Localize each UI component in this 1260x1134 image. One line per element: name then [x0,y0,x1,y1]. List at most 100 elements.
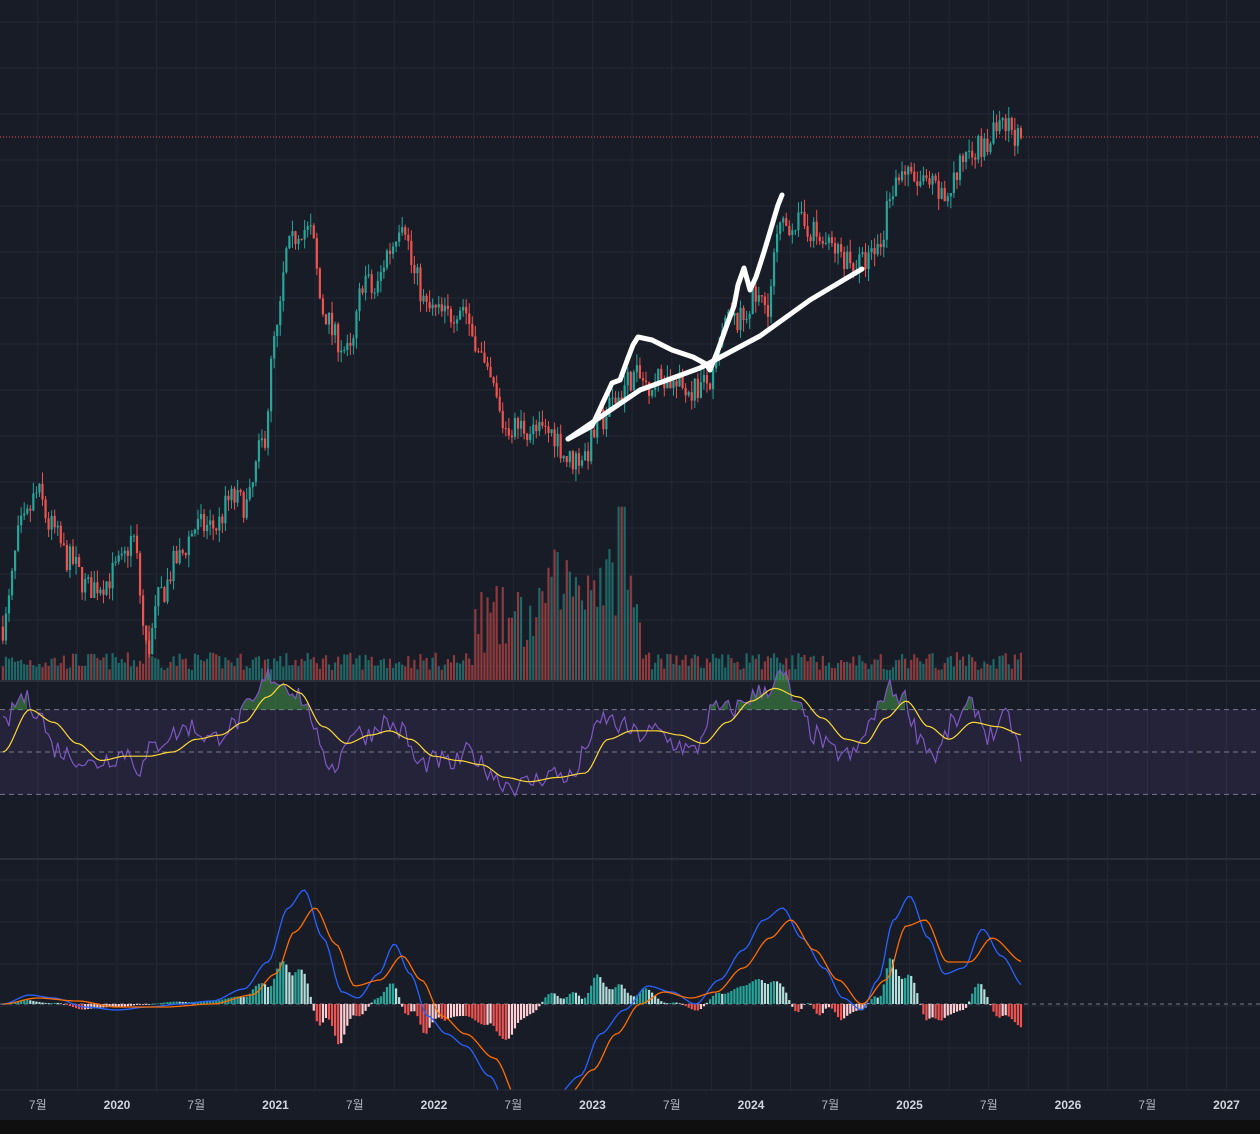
candle-body [769,286,773,317]
candle-body [84,578,87,593]
candle-body [458,310,462,320]
drawings[interactable] [565,192,865,442]
macd-hist-bar [535,1004,538,1011]
macd-hist-bar [504,1004,507,1040]
macd-hist-bar [583,997,587,1004]
candle-body [364,275,367,293]
macd-hist-bar [498,1004,501,1036]
macd-hist-bar [913,982,916,1004]
candle-body [382,267,385,272]
candle-body [300,238,303,240]
candle-body [349,342,352,346]
volume-bar [337,656,340,680]
macd-hist-bar [230,997,233,1004]
candle-body [559,433,562,459]
volume-bar [404,666,407,680]
macd-hist-bar [952,1004,955,1013]
candle-body [1010,117,1013,130]
macd-hist-bar [108,1004,111,1008]
macd-pane[interactable] [0,889,1260,1125]
volume-bar [32,665,35,680]
volume-bar [157,659,160,680]
candle-body [696,378,699,398]
candle-body [678,375,681,387]
macd-hist-bar [349,1004,352,1019]
volume-bar [279,656,282,680]
candle-body [961,155,965,162]
volume-bar [922,663,925,680]
volume-bar [297,666,300,680]
macd-hist-bar [937,1004,940,1021]
candle-body [803,211,806,227]
candle-body [983,138,986,157]
volume-bar [590,590,593,680]
macd-hist-bar [949,1004,952,1015]
volume-bar [852,656,855,680]
volume-bar [721,654,724,680]
volume-bar [919,661,922,680]
time-label: 7월 [980,1098,998,1112]
time-label: 7월 [346,1098,364,1112]
volume-bar [654,662,657,680]
macd-hist-bar [538,1004,541,1007]
macd-hist-bar [404,1004,407,1014]
macd-hist-bar [769,982,773,1004]
macd-hist-bar [608,989,611,1004]
candle-body [644,380,648,383]
candle-body [29,508,32,511]
volume-bar [160,667,163,680]
volume-bar [760,669,763,680]
macd-hist-bar [129,1004,132,1006]
candle-body [672,380,675,389]
candle-body [565,456,568,463]
candle-body [123,550,126,554]
volume-bar [669,654,672,680]
macd-hist-bar [123,1004,126,1007]
volume-bar [394,663,398,680]
volume-bar [370,656,373,680]
macd-hist-bar [300,969,303,1004]
volume-bar [443,664,446,680]
candle-body [907,166,910,175]
volume-bar [65,668,68,680]
macd-hist-bar [516,1004,520,1023]
candle-body [925,175,928,179]
candle-body [196,519,200,530]
volume-bar [172,656,175,680]
price-pane[interactable] [0,107,1260,680]
macd-hist-bar [169,1001,172,1004]
rsi-pane[interactable] [0,668,1260,798]
volume-bar [105,653,108,680]
candle-body [486,362,489,367]
macd-hist-bar [772,980,776,1004]
volume-bar [946,657,949,680]
macd-hist-bar [199,1001,203,1004]
macd-hist-bar [782,986,785,1004]
macd-hist-bar [629,995,632,1004]
macd-hist-bar [172,1001,175,1004]
volume-bar [425,657,428,680]
volume-bar [992,659,995,680]
candle-body [876,243,879,255]
candle-body [206,524,209,532]
candle-body [1016,128,1019,146]
volume-bar [306,652,309,680]
macd-hist-bar [675,1002,678,1004]
macd-hist-bar [270,985,273,1004]
volume-bar [129,666,132,680]
candle-body [291,231,294,237]
candle-body [111,562,114,589]
time-label: 2024 [738,1098,765,1112]
candle-body [766,305,770,317]
macd-hist-bar [1010,1004,1013,1020]
time-label: 7월 [504,1098,522,1112]
macd-hist-bar [556,995,559,1004]
macd-hist-bar [260,983,264,1004]
volume-bar [1016,659,1019,680]
macd-hist-bar [324,1004,328,1019]
volume-bar [879,654,882,680]
volume-bar [4,656,8,680]
macd-hist-bar [166,1002,169,1004]
candle-body [337,324,340,353]
